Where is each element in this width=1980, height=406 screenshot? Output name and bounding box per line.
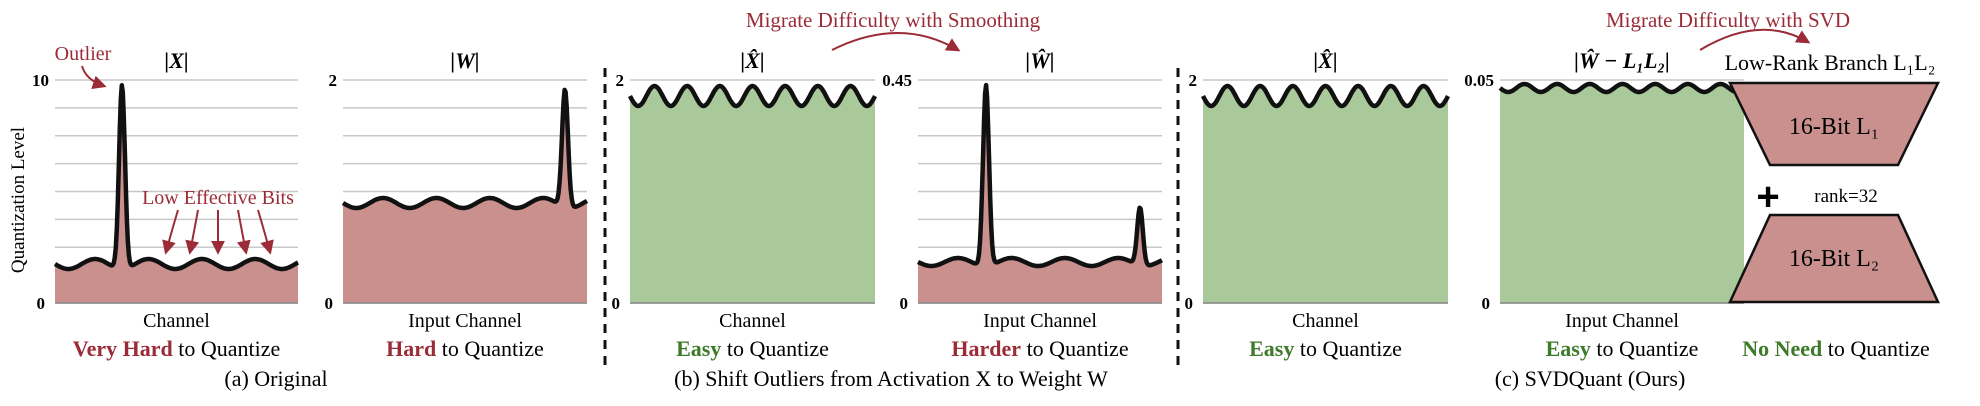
verdict-rest: to Quantize — [173, 336, 281, 361]
verdict-strong: Easy — [1546, 336, 1591, 361]
x-axis-label: Channel — [719, 310, 786, 332]
low-rank-verdict: No Need to Quantize — [1742, 336, 1930, 361]
x-axis-label: Channel — [1292, 310, 1359, 332]
low-rank-verdict-rest: to Quantize — [1822, 336, 1930, 361]
low-rank-verdict-strong: No Need — [1742, 336, 1822, 361]
panel-5: |X̂| 2 0 Channel Easy to Quantize — [1185, 48, 1450, 361]
distribution-fill — [1500, 84, 1744, 303]
distribution-fill — [918, 85, 1162, 303]
low-bits-arrows — [162, 209, 274, 255]
distribution-curve — [1200, 83, 1450, 109]
caption-c: (c) SVDQuant (Ours) — [1495, 366, 1686, 391]
l2-trapezoid — [1728, 213, 1940, 304]
x-axis-label: Channel — [143, 310, 210, 332]
panel-title: |W| — [450, 48, 479, 73]
verdict-rest: to Quantize — [721, 336, 829, 361]
low-rank-title: Low-Rank Branch L₁L₂ — [1725, 50, 1936, 75]
caption-a: (a) Original — [224, 366, 327, 391]
distribution-fill — [630, 86, 875, 303]
panel-title: |Ŵ − L₁L₂| — [1574, 48, 1670, 73]
y-min-tick: 0 — [612, 294, 621, 313]
verdict-strong: Very Hard — [73, 336, 173, 361]
migrate-svd-label: Migrate Difficulty with SVD — [1606, 8, 1850, 32]
panel-1: |X| 10 0 Channel Very Hard to Quantize — [32, 48, 300, 361]
y-max-tick: 0.05 — [1464, 71, 1494, 90]
y-max-tick: 10 — [32, 71, 49, 90]
distribution-curve — [627, 83, 877, 109]
distribution-curve — [1498, 81, 1746, 95]
caption-b: (b) Shift Outliers from Activation X to … — [674, 366, 1108, 391]
l2-label: 16-Bit L₂ — [1789, 246, 1879, 272]
distribution-curve — [53, 83, 300, 272]
y-axis-label: Quantization Level — [8, 127, 29, 273]
x-axis-label: Input Channel — [983, 310, 1097, 332]
migrate-svd-arrow — [1699, 28, 1811, 51]
panel-verdict: Very Hard to Quantize — [73, 336, 281, 361]
x-axis-label: Input Channel — [1565, 310, 1679, 332]
distribution-fill — [1203, 86, 1448, 303]
low-bits-label: Low Effective Bits — [142, 187, 294, 209]
verdict-strong: Easy — [676, 336, 721, 361]
panel-verdict: Easy to Quantize — [1546, 336, 1699, 361]
plus-sign: + — [1756, 175, 1779, 219]
y-min-tick: 0 — [325, 294, 334, 313]
y-min-tick: 0 — [1185, 294, 1194, 313]
y-max-tick: 2 — [1189, 71, 1198, 90]
verdict-strong: Hard — [386, 336, 436, 361]
migrate-smoothing-label: Migrate Difficulty with Smoothing — [746, 8, 1041, 32]
y-max-tick: 0.45 — [882, 71, 912, 90]
rank-label: rank=32 — [1814, 186, 1877, 207]
outlier-label: Outlier — [55, 43, 112, 65]
panel-title: |Ŵ| — [1025, 48, 1054, 73]
panel-4: |Ŵ| 0.45 0 Input Channel Harder to Quantize — [882, 48, 1164, 361]
distribution-curve — [916, 82, 1164, 269]
y-min-tick: 0 — [1482, 294, 1491, 313]
panel-title: |X| — [164, 48, 188, 73]
panel-verdict: Harder to Quantize — [951, 336, 1128, 361]
panel-verdict: Easy to Quantize — [676, 336, 829, 361]
outlier-arrow — [81, 65, 107, 90]
panel-title: |X̂| — [1313, 48, 1337, 73]
verdict-rest: to Quantize — [1021, 336, 1129, 361]
y-min-tick: 0 — [900, 294, 909, 313]
distribution-fill — [343, 89, 587, 304]
y-max-tick: 2 — [616, 71, 625, 90]
panel-6: |Ŵ − L₁L₂| 0.05 0 Input Channel Easy to Quan… — [1464, 48, 1746, 361]
l1-trapezoid — [1727, 81, 1941, 167]
panel-title: |X̂| — [740, 48, 764, 73]
panel-2: |W| 2 0 Input Channel Hard to Quantize — [325, 48, 589, 361]
verdict-strong: Easy — [1249, 336, 1294, 361]
l1-label: 16-Bit L₁ — [1789, 114, 1879, 140]
verdict-rest: to Quantize — [1294, 336, 1402, 361]
verdict-rest: to Quantize — [436, 336, 544, 361]
migrate-smoothing-arrow — [831, 32, 961, 52]
panel-3: |X̂| 2 0 Channel Easy to Quantize — [612, 48, 877, 361]
panel-verdict: Easy to Quantize — [1249, 336, 1402, 361]
x-axis-label: Input Channel — [408, 310, 522, 332]
distribution-curve — [341, 87, 589, 211]
verdict-rest: to Quantize — [1591, 336, 1699, 361]
y-min-tick: 0 — [37, 294, 46, 313]
verdict-strong: Harder — [951, 336, 1021, 361]
panel-verdict: Hard to Quantize — [386, 336, 544, 361]
y-max-tick: 2 — [329, 71, 338, 90]
